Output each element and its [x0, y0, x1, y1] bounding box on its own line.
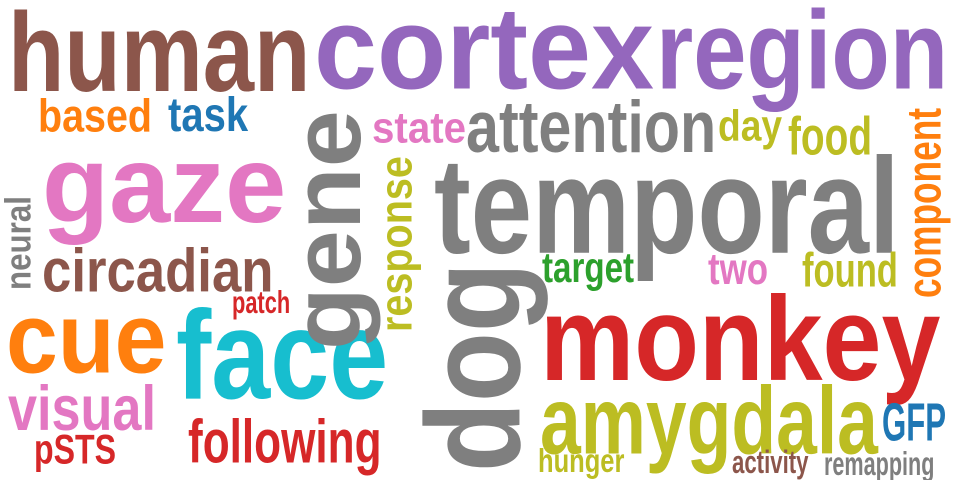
- word-day: day: [718, 100, 783, 150]
- word-amygdala: amygdala: [540, 366, 878, 475]
- word-region: region: [656, 0, 949, 114]
- word-gfp: GFP: [882, 391, 947, 453]
- word-based: based: [38, 90, 152, 142]
- word-two: two: [708, 245, 769, 295]
- word-target: target: [542, 245, 635, 293]
- word-human: human: [8, 0, 311, 115]
- word-cortex: cortex: [314, 0, 655, 115]
- word-visual: visual: [8, 374, 156, 445]
- word-patch: patch: [232, 284, 291, 321]
- word-found: found: [802, 243, 898, 298]
- word-remapping: remapping: [824, 443, 935, 480]
- word-circadian: circadian: [42, 236, 274, 306]
- word-dog: dog: [398, 262, 549, 472]
- word-face: face: [176, 284, 389, 426]
- word-attention: attention: [466, 86, 717, 168]
- word-gaze: gaze: [42, 122, 287, 246]
- word-neural: neural: [0, 196, 39, 290]
- word-state: state: [372, 103, 467, 153]
- word-monkey: monkey: [540, 270, 941, 406]
- word-task: task: [168, 88, 249, 143]
- word-temporal: temporal: [434, 130, 900, 283]
- word-following: following: [188, 408, 382, 477]
- word-hunger: hunger: [538, 442, 625, 480]
- word-component: component: [897, 108, 952, 299]
- word-activity: activity: [732, 444, 809, 480]
- word-cue: cue: [6, 282, 167, 395]
- word-food: food: [788, 107, 873, 167]
- word-gene: gene: [272, 110, 382, 350]
- word-psts: pSTS: [34, 425, 116, 473]
